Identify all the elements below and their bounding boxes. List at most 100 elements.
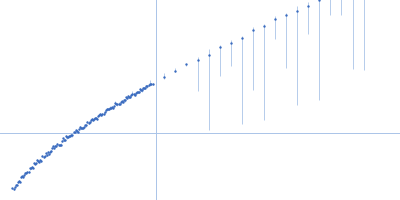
Point [48,150,54,153]
Point [115,102,122,106]
Point [228,42,234,45]
Point [129,92,136,95]
Point [54,143,61,146]
Point [12,185,18,188]
Point [145,84,152,87]
Point [67,134,74,137]
Point [316,0,322,1]
Point [250,29,256,32]
Point [114,103,121,106]
Point [47,150,53,153]
Point [55,143,62,147]
Point [37,158,44,161]
Point [25,170,32,173]
Point [34,158,40,161]
Point [143,84,150,88]
Point [19,175,25,178]
Point [125,94,131,97]
Point [68,133,74,137]
Point [60,137,66,140]
Point [102,108,109,112]
Point [51,146,58,149]
Point [39,154,46,158]
Point [49,146,55,149]
Point [113,102,120,105]
Point [17,180,23,183]
Point [69,134,76,137]
Point [146,82,153,86]
Point [110,106,116,109]
Point [64,136,70,139]
Point [118,99,125,103]
Point [36,160,42,163]
Point [148,82,154,86]
Point [172,70,178,73]
Point [85,121,92,125]
Point [71,131,78,134]
Point [53,144,60,148]
Point [18,176,24,179]
Point [92,116,98,119]
Point [82,124,88,127]
Point [12,183,19,186]
Point [150,82,156,85]
Point [283,14,289,17]
Point [239,37,245,40]
Point [23,171,30,174]
Point [100,112,107,115]
Point [16,179,22,183]
Point [139,89,145,92]
Point [104,107,110,111]
Point [65,135,71,138]
Point [9,187,16,190]
Point [40,155,47,158]
Point [24,170,31,173]
Point [136,90,142,94]
Point [101,111,108,114]
Point [75,131,81,134]
Point [294,9,300,12]
Point [46,153,52,156]
Point [42,152,49,155]
Point [116,102,123,105]
Point [194,58,201,62]
Point [112,101,118,104]
Point [80,126,86,129]
Point [38,159,44,162]
Point [50,145,56,148]
Point [140,86,146,90]
Point [106,107,112,110]
Point [111,105,118,108]
Point [144,84,151,87]
Point [84,120,91,123]
Point [121,98,127,101]
Point [70,131,77,134]
Point [35,159,41,163]
Point [96,113,102,116]
Point [32,162,38,165]
Point [77,125,83,128]
Point [90,118,96,122]
Point [83,124,90,127]
Point [91,117,97,120]
Point [126,96,132,99]
Point [132,91,139,95]
Point [33,162,39,165]
Point [88,117,95,120]
Point [15,181,21,184]
Point [72,129,79,132]
Point [142,86,148,89]
Point [45,151,51,154]
Point [22,171,28,175]
Point [52,144,58,147]
Point [88,118,94,121]
Point [141,86,148,90]
Point [28,165,35,168]
Point [134,91,141,94]
Point [93,116,99,120]
Point [58,143,64,146]
Point [183,63,190,66]
Point [137,87,143,90]
Point [123,96,129,99]
Point [99,112,106,115]
